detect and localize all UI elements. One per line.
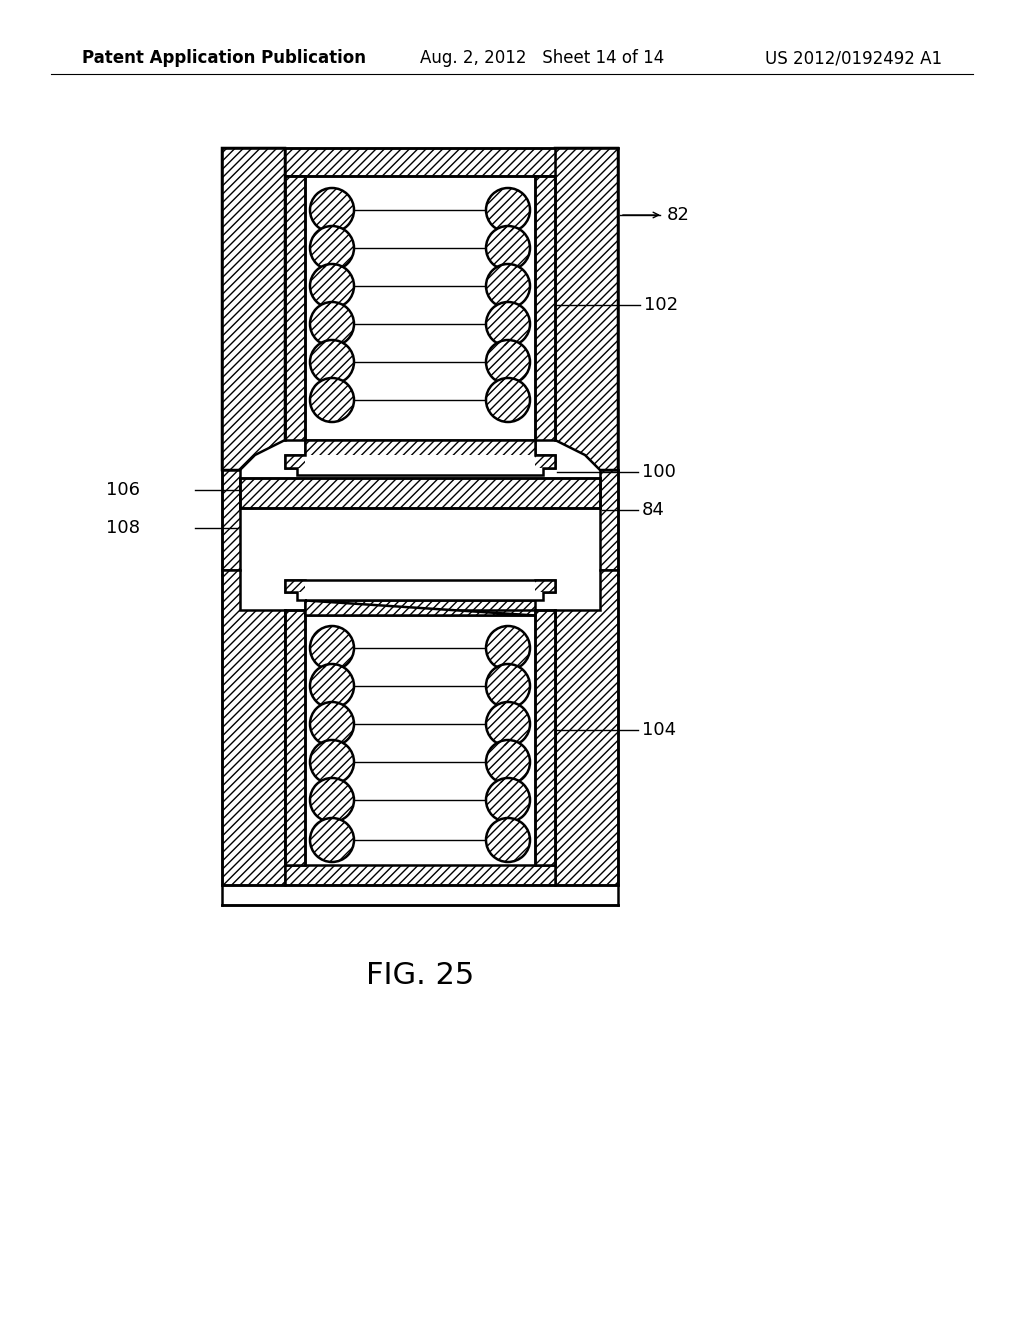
Circle shape <box>310 187 354 232</box>
Circle shape <box>310 264 354 308</box>
Circle shape <box>310 302 354 346</box>
Circle shape <box>310 818 354 862</box>
Polygon shape <box>285 610 305 865</box>
Circle shape <box>310 226 354 271</box>
Polygon shape <box>535 176 555 440</box>
Text: FIG. 25: FIG. 25 <box>366 961 474 990</box>
Text: 108: 108 <box>106 519 140 537</box>
Polygon shape <box>555 570 618 884</box>
Polygon shape <box>222 570 285 884</box>
Polygon shape <box>285 176 305 440</box>
Text: 104: 104 <box>642 721 676 739</box>
Polygon shape <box>222 148 285 470</box>
Circle shape <box>486 777 530 822</box>
Circle shape <box>486 187 530 232</box>
Text: 84: 84 <box>642 502 665 519</box>
Circle shape <box>486 264 530 308</box>
Text: 102: 102 <box>644 296 678 314</box>
Circle shape <box>310 626 354 671</box>
Circle shape <box>486 702 530 746</box>
Polygon shape <box>285 865 555 884</box>
Polygon shape <box>535 455 555 469</box>
Text: Aug. 2, 2012   Sheet 14 of 14: Aug. 2, 2012 Sheet 14 of 14 <box>420 49 665 67</box>
Text: 100: 100 <box>642 463 676 480</box>
Polygon shape <box>285 148 555 176</box>
Circle shape <box>486 341 530 384</box>
Polygon shape <box>600 470 618 570</box>
Polygon shape <box>285 455 305 469</box>
Circle shape <box>310 664 354 708</box>
Circle shape <box>310 378 354 422</box>
Polygon shape <box>285 440 555 475</box>
Circle shape <box>310 741 354 784</box>
Circle shape <box>486 378 530 422</box>
Polygon shape <box>555 148 618 470</box>
Polygon shape <box>305 440 535 455</box>
Polygon shape <box>240 478 600 508</box>
Circle shape <box>486 226 530 271</box>
Polygon shape <box>285 579 555 615</box>
Circle shape <box>486 818 530 862</box>
Polygon shape <box>285 579 305 591</box>
Text: 82: 82 <box>667 206 690 224</box>
Circle shape <box>310 702 354 746</box>
Text: US 2012/0192492 A1: US 2012/0192492 A1 <box>765 49 942 67</box>
Polygon shape <box>535 610 555 865</box>
Circle shape <box>310 777 354 822</box>
Circle shape <box>486 302 530 346</box>
Polygon shape <box>305 601 535 615</box>
Circle shape <box>486 626 530 671</box>
Circle shape <box>486 664 530 708</box>
Circle shape <box>310 341 354 384</box>
Text: Patent Application Publication: Patent Application Publication <box>82 49 366 67</box>
Circle shape <box>486 741 530 784</box>
Polygon shape <box>222 470 240 570</box>
Polygon shape <box>535 579 555 591</box>
Text: 106: 106 <box>106 480 140 499</box>
